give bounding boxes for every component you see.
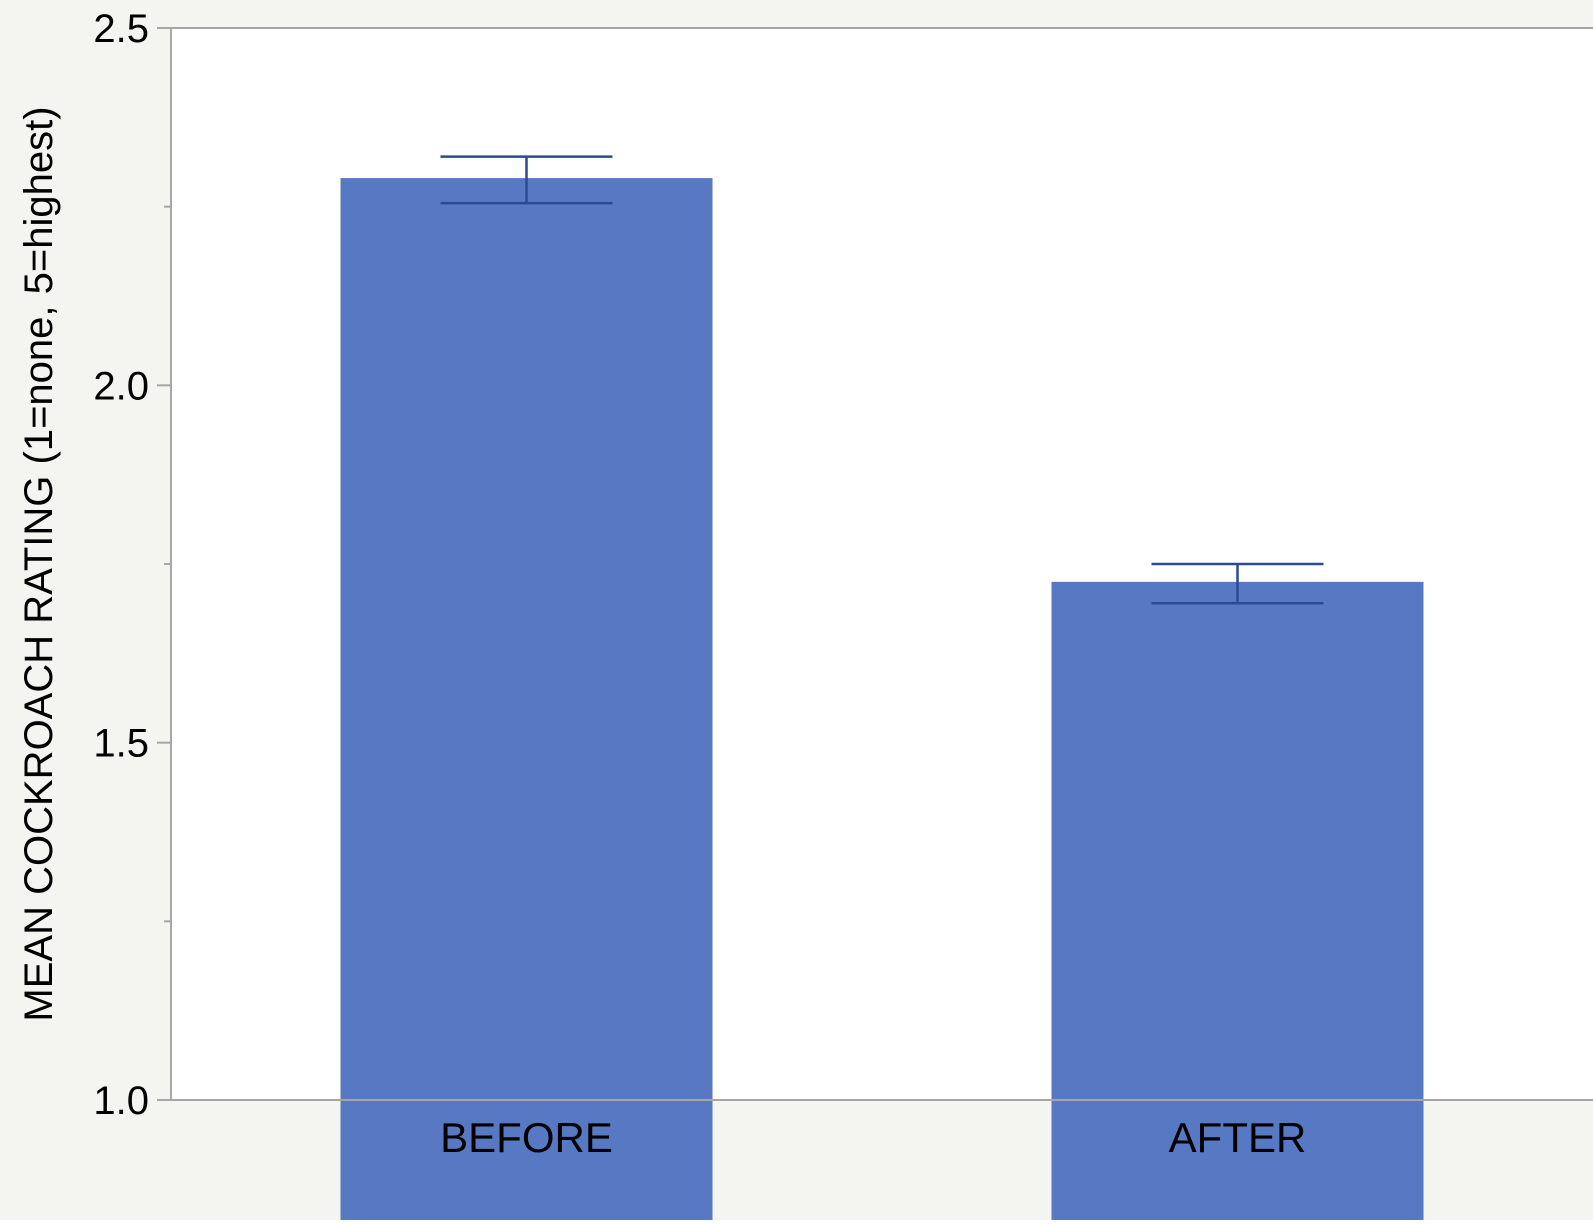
error-bar-before [440,155,613,205]
bars-layer [340,178,1424,1221]
x-labels-layer: BEFORE AFTER [440,1114,1306,1161]
y-tick-label: 1.5 [93,722,149,766]
y-tick-label: 2.0 [93,364,149,408]
y-axis-label: MEAN COCKROACH RATING (1=none, 5=highest… [17,106,61,1021]
y-ticks-layer: 1.0 1.5 2.0 2.5 [93,7,171,1123]
error-bars-layer [440,155,1324,605]
x-tick-label: BEFORE [440,1114,613,1161]
bar-after [1051,581,1424,1220]
x-tick-label: AFTER [1169,1114,1307,1161]
y-tick-label: 1.0 [93,1079,149,1123]
y-tick-label: 2.5 [93,7,149,51]
error-bar-after [1151,562,1324,605]
bar-before [340,178,713,1221]
